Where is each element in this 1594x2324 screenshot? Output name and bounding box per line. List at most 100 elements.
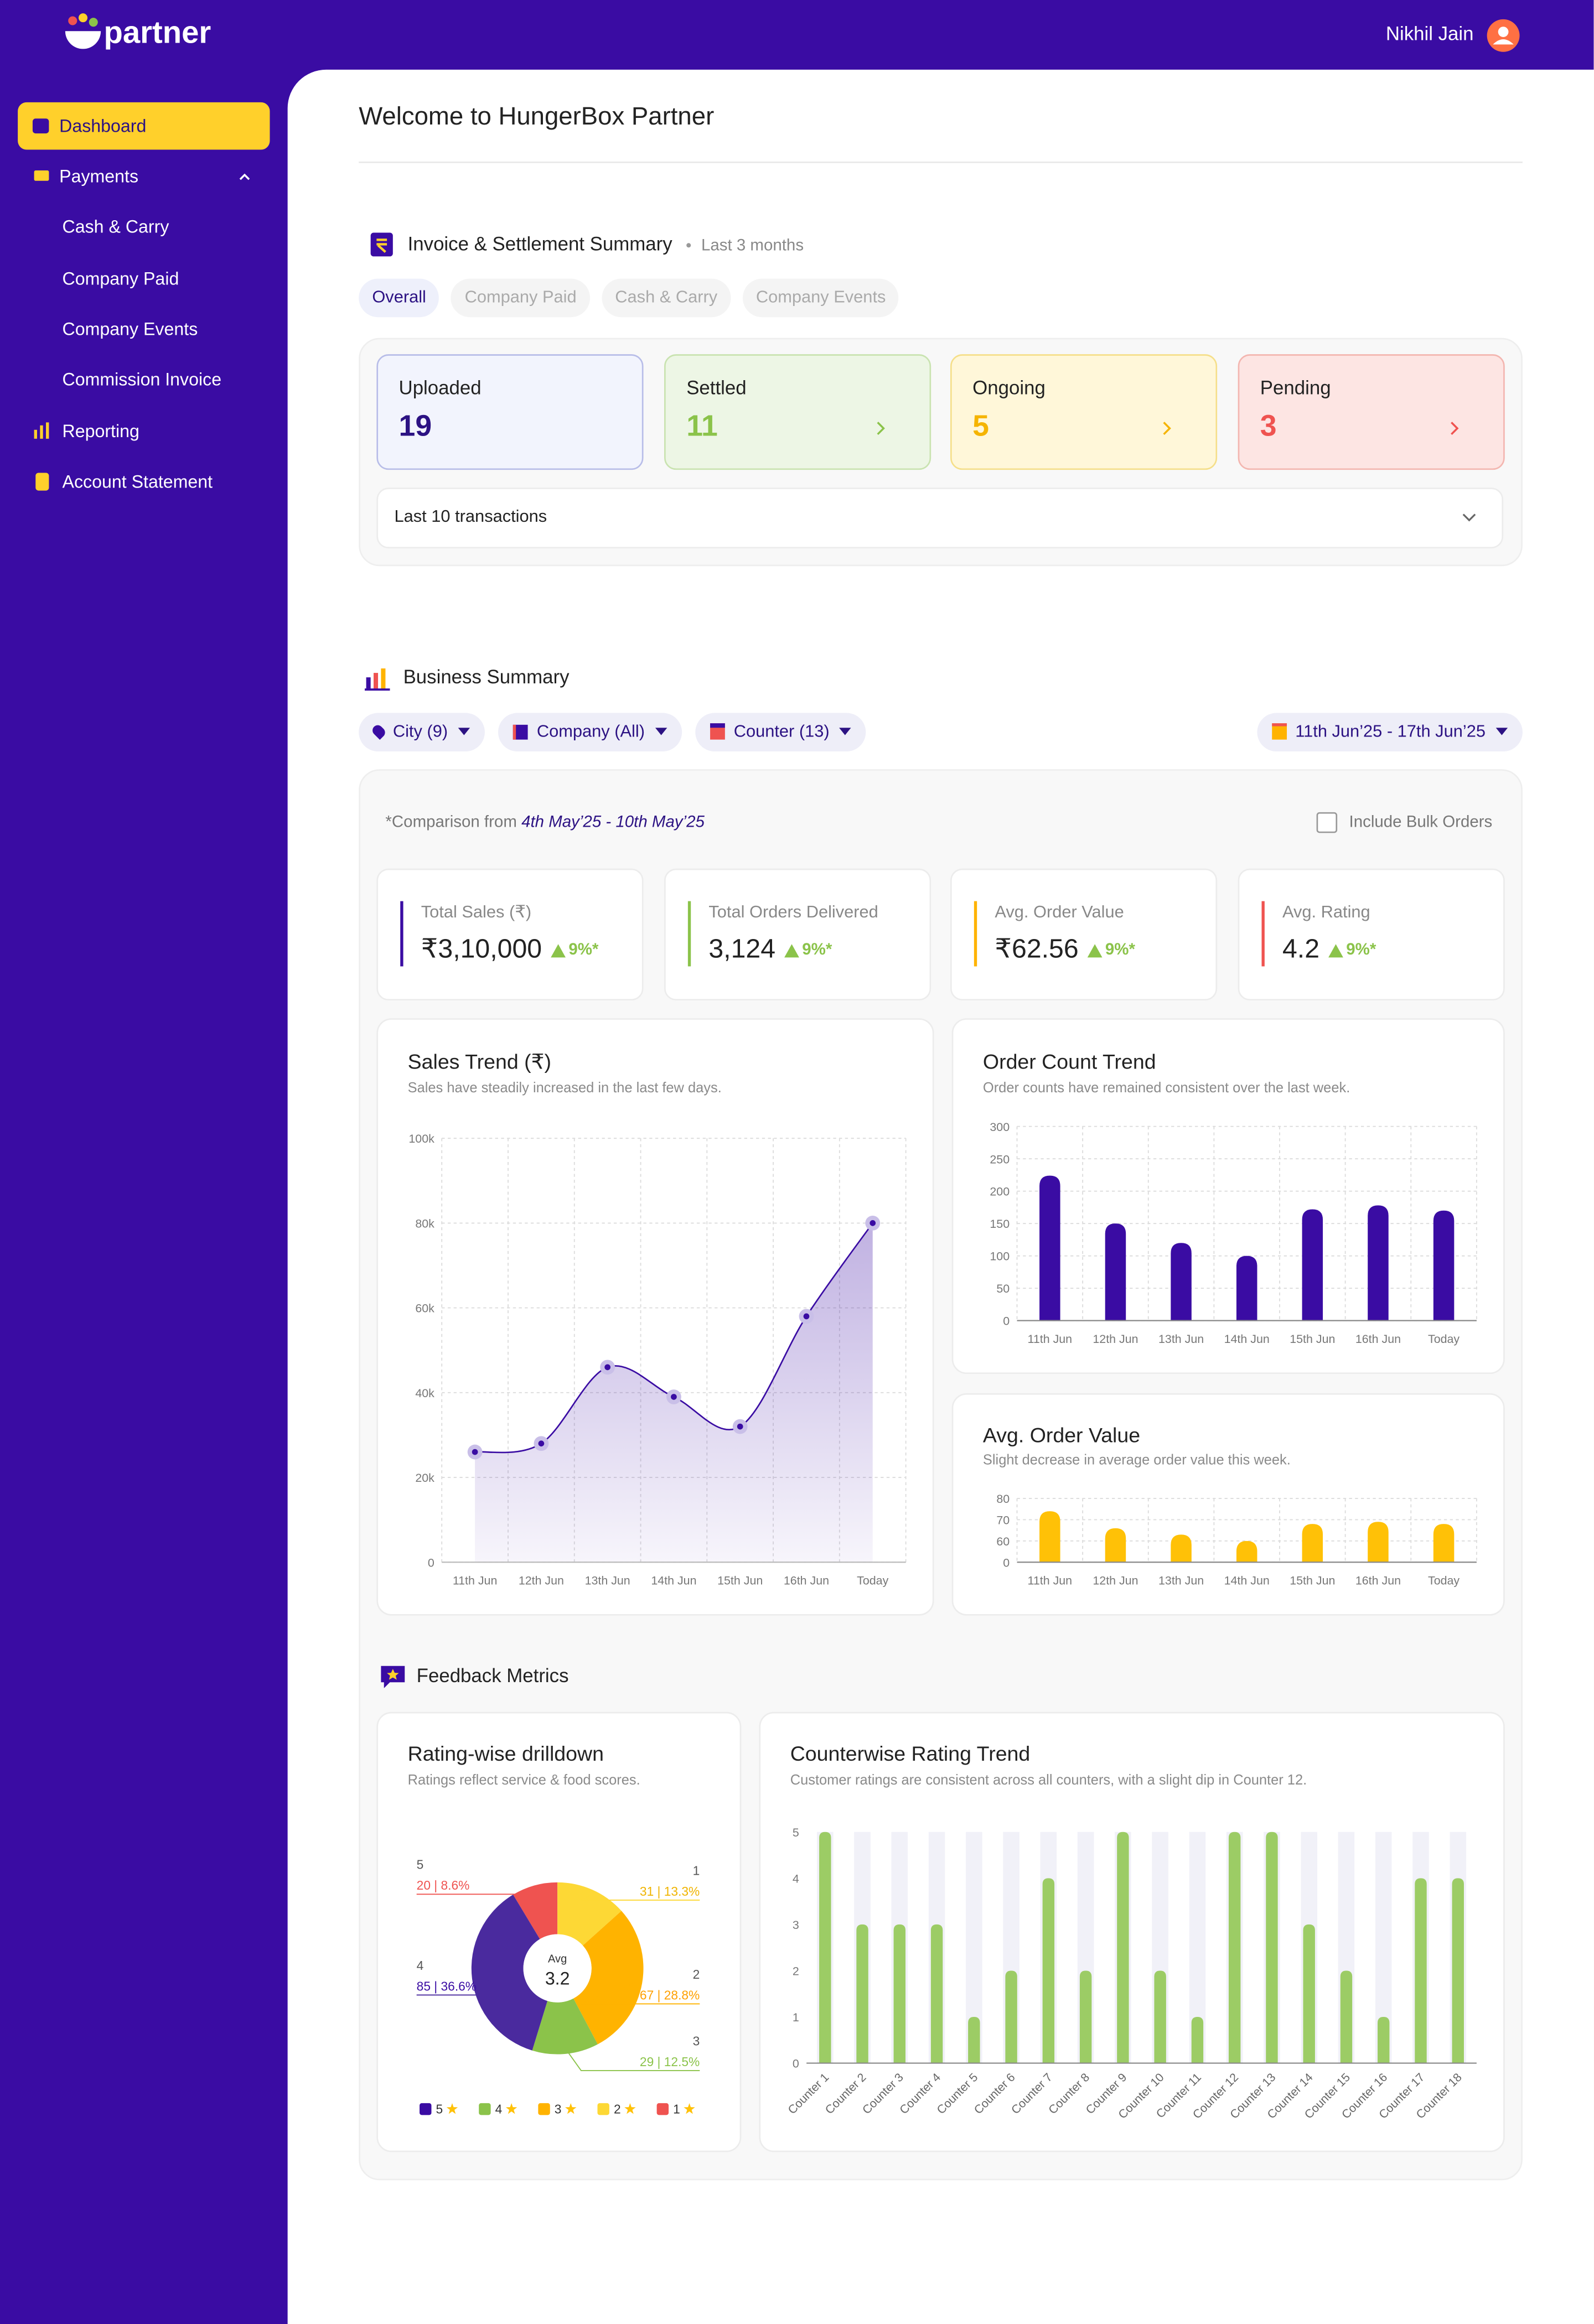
- chart-card: [951, 1393, 1505, 1616]
- pie-slice: [557, 1882, 622, 1946]
- tab[interactable]: Company Paid: [451, 278, 590, 318]
- y-tick-label: 250: [990, 1153, 1010, 1166]
- nav-item[interactable]: Account Statement: [62, 471, 213, 492]
- bar: [1368, 1205, 1389, 1321]
- kpi-value: ₹62.56: [995, 933, 1079, 964]
- y-tick-label: 80k: [415, 1217, 434, 1230]
- transactions-dropdown[interactable]: [376, 487, 1504, 549]
- status-card[interactable]: [950, 354, 1218, 470]
- leader-line: [565, 2047, 700, 2071]
- bar: [819, 1832, 831, 2063]
- y-tick-label: 150: [990, 1217, 1010, 1231]
- nav-item[interactable]: Company Events: [62, 318, 198, 340]
- date-filter[interactable]: 11th Jun’25 - 17th Jun’25: [1256, 713, 1523, 752]
- y-tick-label: 300: [990, 1120, 1010, 1134]
- filter[interactable]: Company (All): [498, 713, 682, 752]
- tab[interactable]: Company Events: [742, 278, 899, 318]
- avatar[interactable]: [1486, 18, 1521, 53]
- x-tick-label: 12th Jun: [1093, 1332, 1138, 1346]
- status-value: 3: [1260, 410, 1277, 443]
- chart-title: Sales Trend (₹): [407, 1049, 552, 1073]
- slice-label: 1: [693, 1863, 700, 1877]
- section-title: Invoice & Settlement Summary: [407, 232, 672, 255]
- up-arrow: [1328, 944, 1343, 958]
- x-tick-label: 15th Jun: [1290, 1574, 1335, 1587]
- legend-swatch: [656, 2103, 669, 2115]
- status-card[interactable]: [664, 354, 931, 470]
- bar: [968, 2017, 980, 2063]
- area: [475, 1223, 873, 1563]
- status-card[interactable]: [376, 354, 644, 470]
- filter[interactable]: City (9): [359, 713, 485, 752]
- nav-icon: [34, 170, 49, 181]
- bar: [1005, 1970, 1017, 2063]
- date-range: 11th Jun’25 - 17th Jun’25: [1295, 723, 1486, 741]
- nav-item[interactable]: Commission Invoice: [62, 369, 222, 390]
- up-arrow: [1087, 944, 1103, 958]
- checkbox[interactable]: [1316, 812, 1338, 833]
- kpi-accent: [974, 901, 977, 967]
- kpi-label: Total Sales (₹): [421, 904, 532, 922]
- filter[interactable]: Counter (13): [695, 713, 867, 752]
- status-value: 5: [972, 410, 989, 443]
- y-tick-label: 70: [996, 1513, 1010, 1527]
- nav-item[interactable]: Cash & Carry: [62, 216, 169, 237]
- legend-swatch: [420, 2103, 432, 2115]
- chevron: [1462, 513, 1476, 522]
- user-name[interactable]: Nikhil Jain: [1385, 22, 1474, 45]
- kpi-change: 9%*: [1346, 941, 1376, 959]
- nav-item[interactable]: Payments: [59, 166, 139, 187]
- x-tick-label: 13th Jun: [585, 1574, 630, 1587]
- bar: [1433, 1210, 1455, 1321]
- legend-swatch: [479, 2103, 491, 2115]
- kpi-card: [1238, 868, 1505, 1001]
- leader-line: [581, 1895, 700, 1901]
- slice-value: 67 | 28.8%: [640, 1988, 700, 2002]
- point: [803, 1313, 810, 1320]
- status-card[interactable]: [1238, 354, 1505, 470]
- checkbox-label[interactable]: Include Bulk Orders: [1349, 813, 1493, 832]
- chevron: [239, 173, 250, 180]
- y-tick-label: 20k: [415, 1471, 434, 1485]
- chart-subtitle: Ratings reflect service & food scores.: [407, 1772, 640, 1789]
- counter-icon: [710, 724, 725, 740]
- up-arrow: [551, 944, 566, 958]
- y-tick-label: 0: [793, 2057, 799, 2071]
- bar: [856, 1924, 868, 2063]
- nav-item[interactable]: Dashboard: [59, 115, 147, 137]
- chevron: [877, 422, 885, 435]
- x-tick-label: 16th Jun: [1355, 1574, 1401, 1587]
- comparison-range: 4th May’25 - 10th May’25: [521, 813, 705, 832]
- tab[interactable]: Overall: [359, 278, 440, 318]
- center-value: 3.2: [545, 1969, 570, 1989]
- nav-icon: [32, 118, 49, 134]
- filters: City (9) Company (All) Counter (13): [359, 713, 867, 752]
- nav-item[interactable]: Company Paid: [62, 268, 179, 289]
- comparison: *Comparison from 4th May’25 - 10th May’2…: [385, 811, 704, 834]
- comparison-label: *Comparison from: [385, 813, 517, 832]
- leader-line: [416, 1891, 537, 1895]
- x-tick-label: 15th Jun: [1290, 1332, 1335, 1346]
- nav-item[interactable]: Reporting: [62, 421, 139, 442]
- bar: [1452, 1878, 1464, 2063]
- section-icon: [381, 1666, 405, 1688]
- status-value: 11: [686, 410, 718, 443]
- nav-active[interactable]: [18, 102, 270, 150]
- slice-value: 29 | 12.5%: [640, 2055, 700, 2069]
- nav-icon: [34, 422, 49, 439]
- bar: [893, 1924, 906, 2063]
- legend-swatch: [597, 2103, 609, 2115]
- tab[interactable]: Cash & Carry: [602, 278, 731, 318]
- kpi-accent: [1261, 901, 1265, 967]
- bar: [1433, 1524, 1455, 1563]
- status-value: 19: [398, 410, 432, 443]
- calendar-icon: [1271, 724, 1287, 740]
- chart-subtitle: Slight decrease in average order value t…: [982, 1452, 1291, 1469]
- divider: [359, 161, 1523, 163]
- point: [538, 1440, 545, 1447]
- slice-label: 2: [693, 1967, 700, 1981]
- x-tick-label: 11th Jun: [453, 1574, 498, 1587]
- point: [604, 1364, 611, 1371]
- section-icon: [370, 232, 393, 257]
